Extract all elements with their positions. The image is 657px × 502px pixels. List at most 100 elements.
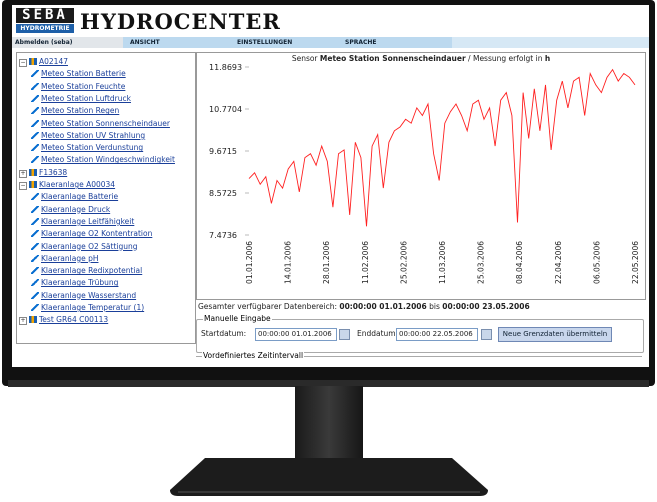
calendar-button[interactable] (481, 329, 492, 340)
sensor-icon (31, 267, 39, 274)
calendar-button[interactable] (339, 329, 350, 340)
title-part: h (545, 54, 550, 63)
tree-link[interactable]: Klaeranlage Temperatur (1) (41, 303, 144, 312)
x-tick-label: 14.01.2006 (284, 241, 293, 284)
tree-leaf: Meteo Station Regen (31, 105, 119, 117)
sensor-icon (31, 230, 39, 237)
tree-leaf: Klaeranlage Trübung (31, 277, 118, 289)
x-tick-label: 11.02.2006 (361, 241, 370, 284)
fieldset-legend: Manuelle Eingabe (203, 314, 272, 323)
x-tick-label: 28.01.2006 (322, 241, 331, 284)
tree-link[interactable]: Meteo Station Sonnenscheindauer (41, 119, 170, 128)
tree-leaf: Meteo Station Verdunstung (31, 142, 143, 154)
x-tick-label: 22.05.2006 (631, 241, 640, 284)
monitor-bezel: SEBA HYDROMETRIE HYDROCENTER Abmelden (s… (2, 0, 655, 386)
tree-link[interactable]: Klaeranlage O2 Kontentration (41, 229, 152, 238)
tree-link[interactable]: Test GR64 C00113 (39, 315, 108, 324)
menu-item[interactable]: Abmelden (seba) (12, 37, 123, 48)
sensor-icon (31, 193, 39, 200)
menu-item[interactable]: SPRACHE (345, 37, 377, 48)
tree-link[interactable]: Meteo Station Windgeschwindigkeit (41, 155, 175, 164)
tree-link[interactable]: Klaeranlage A00034 (39, 180, 115, 189)
predefined-fieldset: Vordefiniertes Zeitintervall (196, 356, 642, 367)
tree-leaf: Klaeranlage pH (31, 253, 98, 265)
chart-title: Sensor Meteo Station Sonnenscheindauer /… (292, 54, 550, 63)
sensor-icon (31, 206, 39, 213)
x-tick-label: 08.04.2006 (515, 241, 524, 284)
range-start: 00:00:00 01.01.2006 (339, 302, 426, 311)
y-tick-label: 10.7704 (209, 105, 242, 114)
tree-leaf: Klaeranlage Leitfähigkeit (31, 216, 134, 228)
tree-leaf: Meteo Station Sonnenscheindauer (31, 118, 170, 130)
monitor-stand (0, 380, 657, 502)
sensor-icon (31, 70, 39, 77)
y-tick-label: 9.6715 (209, 147, 237, 156)
start-input[interactable]: 00:00:00 01.01.2006 (255, 328, 337, 341)
expand-toggle[interactable]: − (19, 59, 27, 67)
tree-link[interactable]: A02147 (39, 57, 68, 66)
folder-icon (29, 169, 37, 176)
sensor-icon (31, 95, 39, 102)
range-between: bis (429, 302, 440, 311)
sensor-icon (31, 132, 39, 139)
page: {"header":{"logo":{"mark":"SEBA","sub":"… (0, 0, 657, 502)
sensor-icon (31, 156, 39, 163)
tree-node: − A02147 (19, 56, 68, 68)
tree-link[interactable]: Klaeranlage Batterie (41, 192, 118, 201)
screen: SEBA HYDROMETRIE HYDROCENTER Abmelden (s… (12, 5, 649, 367)
expand-toggle[interactable]: − (19, 182, 27, 190)
chart-panel: Sensor Meteo Station Sonnenscheindauer /… (196, 52, 646, 300)
end-label: Enddatum: (357, 329, 398, 338)
range-end: 00:00:00 23.05.2006 (442, 302, 529, 311)
tree-leaf: Meteo Station Batterie (31, 68, 126, 80)
tree-link[interactable]: Meteo Station Feuchte (41, 82, 125, 91)
submit-button[interactable]: Neue Grenzdaten übermitteln (498, 327, 612, 342)
tree-link[interactable]: Klaeranlage O2 Sättigung (41, 242, 138, 251)
x-tick-label: 22.04.2006 (554, 241, 563, 284)
tree-leaf: Meteo Station Luftdruck (31, 93, 131, 105)
tree-node: + Test GR64 C00113 (19, 314, 108, 326)
tree-link[interactable]: Klaeranlage Wasserstand (41, 291, 136, 300)
title-part: Sensor (292, 54, 320, 63)
tree-link[interactable]: Klaeranlage Redixpotential (41, 266, 142, 275)
tree-link[interactable]: Klaeranlage pH (41, 254, 98, 263)
x-tick-label: 11.03.2006 (438, 241, 447, 284)
stand-base (170, 458, 488, 496)
y-tick-label: 11.8693 (209, 63, 242, 72)
menu-spacer (452, 37, 649, 48)
stand-neck (295, 386, 363, 458)
bezel-bottom (8, 380, 649, 387)
x-tick-label: 25.02.2006 (399, 241, 408, 284)
start-label: Startdatum: (201, 329, 246, 338)
menu-item[interactable]: EINSTELLUNGEN (237, 37, 292, 48)
sensor-icon (31, 83, 39, 90)
expand-toggle[interactable]: + (19, 317, 27, 325)
tree-link[interactable]: Meteo Station UV Strahlung (41, 131, 145, 140)
tree-leaf: Meteo Station Feuchte (31, 81, 125, 93)
tree-leaf: Klaeranlage O2 Kontentration (31, 228, 152, 240)
tree-link[interactable]: Meteo Station Verdunstung (41, 143, 143, 152)
logo-sub: HYDROMETRIE (16, 24, 74, 33)
sensor-icon (31, 144, 39, 151)
tree-leaf: Klaeranlage Wasserstand (31, 290, 136, 302)
end-input[interactable]: 00:00:00 22.05.2006 (396, 328, 478, 341)
tree-link[interactable]: Meteo Station Regen (41, 106, 119, 115)
tree-panel: − A02147 Meteo Station Batterie Meteo Stati… (16, 52, 196, 344)
logo: SEBA HYDROMETRIE (16, 8, 74, 34)
manual-fieldset: Manuelle Eingabe Startdatum: 00:00:00 01… (196, 319, 644, 353)
menu-item[interactable]: ANSICHT (130, 37, 160, 48)
tree-link[interactable]: Klaeranlage Leitfähigkeit (41, 217, 134, 226)
tree-link[interactable]: Klaeranlage Trübung (41, 278, 118, 287)
data-line (249, 70, 635, 227)
tree-leaf: Klaeranlage Temperatur (1) (31, 302, 144, 314)
tree-link[interactable]: Meteo Station Batterie (41, 69, 126, 78)
tree-leaf: Meteo Station Windgeschwindigkeit (31, 154, 175, 166)
tree-link[interactable]: Klaeranlage Druck (41, 205, 110, 214)
x-tick-label: 06.05.2006 (592, 241, 601, 284)
sensor-icon (31, 243, 39, 250)
tree-link[interactable]: F13638 (39, 168, 67, 177)
expand-toggle[interactable]: + (19, 170, 27, 178)
fieldset-legend: Vordefiniertes Zeitintervall (202, 351, 304, 360)
tree-link[interactable]: Meteo Station Luftdruck (41, 94, 131, 103)
tree-leaf: Meteo Station UV Strahlung (31, 130, 145, 142)
